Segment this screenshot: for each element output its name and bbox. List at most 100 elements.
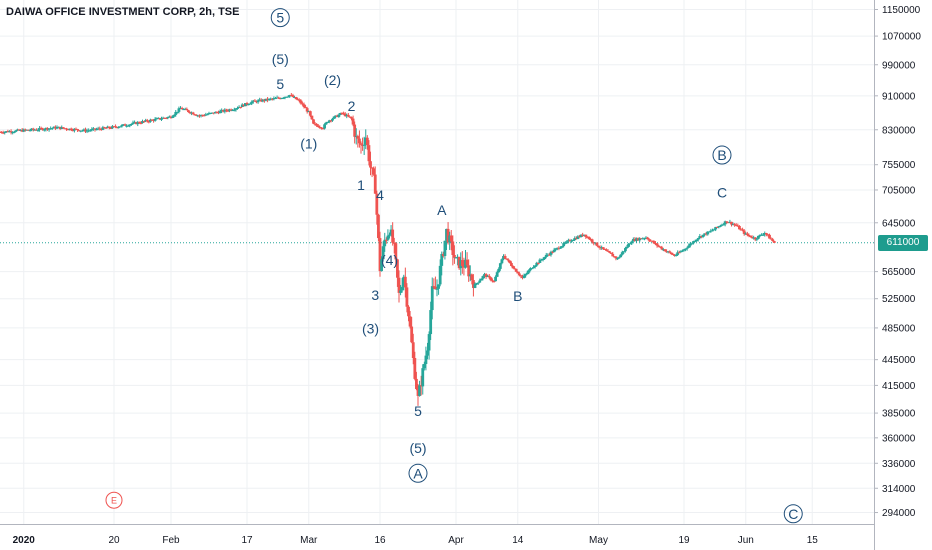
candle-body (516, 271, 520, 274)
candle-body (685, 247, 689, 249)
candle-body (722, 224, 725, 226)
candle-body (731, 224, 735, 226)
candle-body (47, 128, 51, 130)
candle-body (693, 241, 697, 243)
candle-body (453, 254, 456, 258)
candle-body (707, 231, 711, 233)
candle-body (692, 241, 695, 244)
candle-body (424, 355, 428, 365)
candle-body (687, 245, 691, 248)
candle-body (397, 277, 401, 293)
candle-body (204, 114, 208, 116)
wave-annotations: 5 (5) 5 (2) 2 (1) 14 A (4) 3 (3) B B C 5 (5) A C E (105, 8, 803, 524)
candle-body (299, 100, 303, 104)
candle-body (635, 238, 638, 241)
candle-body (275, 97, 279, 99)
candle-body (429, 310, 433, 335)
candle-body (3, 131, 7, 133)
candle-body (381, 246, 385, 260)
candle-body (430, 286, 434, 311)
candle-body (378, 238, 382, 272)
candle-body (679, 251, 683, 253)
wave-label: 5 (276, 76, 284, 92)
candle-body (236, 107, 239, 109)
candle-body (380, 259, 383, 272)
candle-body (595, 242, 599, 246)
candle-body (506, 259, 510, 261)
candle-body (145, 120, 149, 122)
candle-body (237, 106, 241, 108)
candle-body (263, 99, 266, 101)
candle-body (565, 241, 569, 243)
candle-body (213, 112, 217, 114)
candle-body (343, 113, 347, 117)
candle-body (187, 110, 190, 113)
candle-body (419, 385, 423, 387)
candle-body (199, 115, 203, 117)
candle-body (739, 229, 743, 231)
candle-body (609, 252, 613, 254)
y-tick-label: 565000 (882, 267, 916, 278)
candle-body (212, 112, 216, 114)
candle-body (563, 242, 567, 244)
candle-body (131, 122, 135, 124)
candle-body (163, 117, 167, 119)
candle-body (701, 234, 705, 238)
candle-body (597, 245, 600, 248)
candle-body (22, 129, 26, 132)
candle-body (334, 115, 338, 117)
x-tick-label: Feb (162, 535, 180, 546)
candle-body (250, 101, 254, 104)
candle-body (570, 240, 573, 242)
candle-body (719, 225, 722, 227)
candle-body (511, 265, 515, 269)
candle-body (690, 243, 694, 245)
candle-body (484, 274, 488, 278)
x-tick-label: 16 (374, 535, 386, 546)
candle-body (301, 103, 304, 105)
candle-body (549, 251, 553, 255)
candle-body (74, 128, 78, 130)
candle-body (291, 95, 295, 98)
candle-body (544, 254, 548, 257)
wave-label: A (437, 202, 447, 218)
candle-body (408, 316, 412, 327)
candle-body (136, 122, 140, 125)
candle-body (14, 130, 18, 132)
candle-body (164, 117, 168, 119)
candle-body (625, 246, 629, 249)
candle-body (87, 130, 91, 132)
candle-body (555, 247, 559, 249)
candle-body (399, 290, 402, 293)
wave-label: 5 (414, 403, 422, 419)
x-tick-label: 2020 (13, 535, 36, 546)
candle-body (475, 283, 478, 285)
candle-body (245, 103, 249, 105)
candle-body (123, 124, 127, 126)
candle-body (302, 104, 306, 108)
candle-body (327, 120, 331, 122)
candle-body (674, 254, 678, 256)
candle-body (489, 277, 493, 281)
candle-body (663, 249, 667, 252)
candle-body (289, 94, 293, 96)
candle-body (546, 254, 550, 256)
candle-body (274, 98, 277, 100)
candle-body (495, 272, 499, 277)
candle-body (0, 132, 3, 134)
candle-body (758, 234, 762, 236)
candle-body (426, 350, 429, 356)
candle-body (502, 255, 505, 260)
chart-title: DAIWA OFFICE INVESTMENT CORP, 2h, TSE (6, 6, 240, 18)
candle-body (288, 94, 292, 97)
candle-body (605, 249, 608, 251)
candle-body (698, 236, 702, 239)
candle-body (23, 129, 27, 131)
candle-body (548, 254, 551, 256)
event-marker-label: E (111, 496, 117, 506)
candle-body (437, 284, 440, 289)
candle-body (601, 247, 605, 249)
candle-body (590, 239, 594, 243)
candle-body (441, 253, 445, 256)
